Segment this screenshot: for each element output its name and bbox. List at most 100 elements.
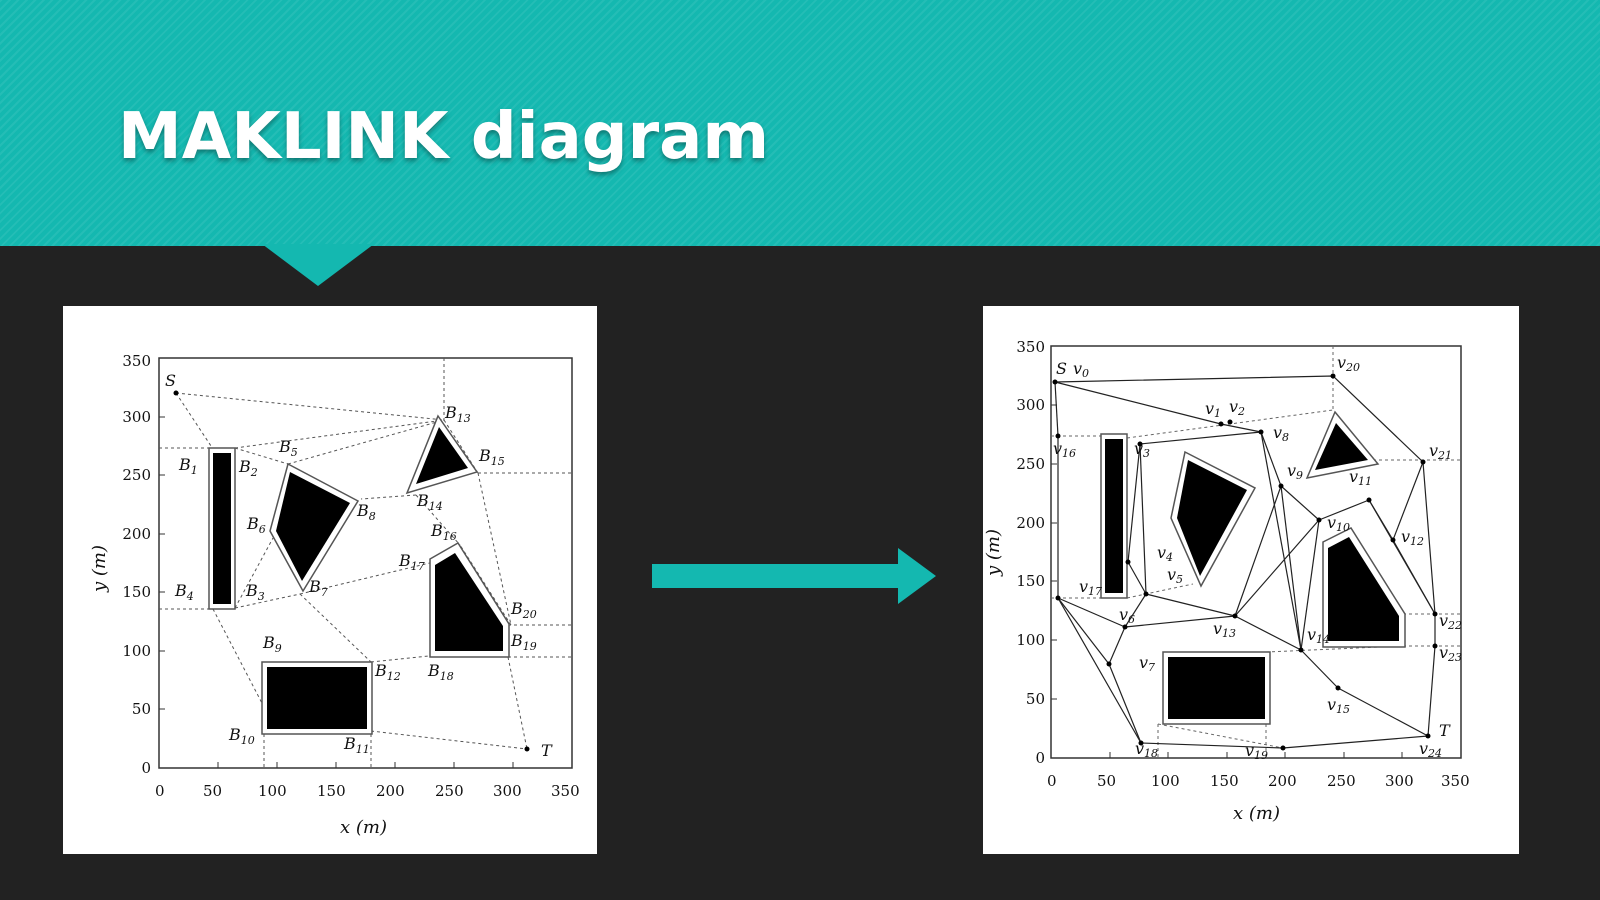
node-label-v17: v17 bbox=[1079, 577, 1102, 598]
right-graph-edges bbox=[1054, 375, 1436, 749]
right-obstacle-rect-wide-core bbox=[1168, 657, 1265, 719]
maklink-graph-diagram: 0 50 100 150 200 250 300 350 0 50 100 15… bbox=[983, 306, 1519, 854]
arrow-right-icon bbox=[652, 548, 936, 604]
left-obstacle-rect-wide-core bbox=[267, 667, 367, 729]
vertex-label-b4: B4 bbox=[174, 581, 194, 603]
transform-arrow bbox=[652, 548, 938, 608]
vertex-label-b15: B15 bbox=[478, 446, 505, 468]
vertex-label-b13: B13 bbox=[444, 403, 471, 425]
left-start-label: S bbox=[165, 371, 176, 390]
vertex-label-b3: B3 bbox=[245, 581, 265, 603]
vertex-label-b18: B18 bbox=[427, 661, 454, 683]
left-obstacle-rect-tall-core bbox=[213, 453, 231, 604]
vertex-label-b10: B10 bbox=[228, 725, 255, 747]
left-diagram-svg: 0 50 100 150 200 250 300 350 0 50 100 15… bbox=[89, 352, 580, 838]
svg-text:50: 50 bbox=[203, 782, 222, 800]
node-label-v6: v6 bbox=[1119, 605, 1135, 626]
left-obstacle-triangle-core bbox=[416, 427, 468, 484]
node-label-v12: v12 bbox=[1401, 527, 1424, 548]
right-plot-frame bbox=[1050, 345, 1462, 759]
vertex-label-b6: B6 bbox=[246, 514, 266, 536]
node-label-v2: v2 bbox=[1229, 397, 1245, 418]
slide-title: MAKLINK diagram bbox=[118, 100, 770, 174]
node-label-v9: v9 bbox=[1287, 461, 1303, 482]
node-label-v11: v11 bbox=[1349, 467, 1372, 488]
svg-text:150: 150 bbox=[122, 583, 151, 601]
svg-text:350: 350 bbox=[122, 352, 151, 370]
vertex-label-b1: B1 bbox=[178, 455, 198, 477]
left-target-point bbox=[524, 746, 530, 752]
header-notch bbox=[262, 244, 374, 286]
vertex-label-b12: B12 bbox=[374, 661, 401, 683]
vertex-label-b8: B8 bbox=[356, 501, 376, 523]
svg-text:200: 200 bbox=[122, 525, 151, 543]
svg-text:350: 350 bbox=[1441, 772, 1470, 790]
node-label-v14: v14 bbox=[1307, 625, 1330, 646]
svg-text:200: 200 bbox=[376, 782, 405, 800]
left-target-label: T bbox=[541, 741, 553, 760]
right-obstacle-quad-core bbox=[1177, 460, 1247, 576]
node-label-v16: v16 bbox=[1053, 439, 1076, 460]
svg-text:100: 100 bbox=[122, 642, 151, 660]
node-label-v13: v13 bbox=[1213, 619, 1236, 640]
svg-text:300: 300 bbox=[493, 782, 522, 800]
left-obstacle-pentagon-core bbox=[435, 553, 503, 651]
vertex-label-b5: B5 bbox=[278, 437, 298, 459]
vertex-label-b20: B20 bbox=[510, 599, 537, 621]
svg-text:200: 200 bbox=[1016, 514, 1045, 532]
node-label-v0: v0 bbox=[1073, 359, 1089, 380]
node-label-v24: v24 bbox=[1419, 739, 1442, 760]
svg-text:200: 200 bbox=[1268, 772, 1297, 790]
svg-text:50: 50 bbox=[1097, 772, 1116, 790]
svg-text:50: 50 bbox=[132, 700, 151, 718]
svg-text:100: 100 bbox=[1016, 631, 1045, 649]
svg-text:250: 250 bbox=[1016, 455, 1045, 473]
node-label-v22: v22 bbox=[1439, 611, 1462, 632]
left-plot-frame bbox=[158, 357, 573, 769]
node-label-v18: v18 bbox=[1135, 739, 1158, 760]
right-obstacle-rect-tall-core bbox=[1105, 439, 1123, 593]
node-label-v8: v8 bbox=[1273, 423, 1289, 444]
svg-text:300: 300 bbox=[122, 408, 151, 426]
vertex-label-b11: B11 bbox=[343, 734, 370, 756]
left-y-tick-labels: 0 50 100 150 200 250 300 350 bbox=[122, 352, 151, 777]
svg-text:250: 250 bbox=[435, 782, 464, 800]
svg-text:100: 100 bbox=[1151, 772, 1180, 790]
vertex-label-b9: B9 bbox=[262, 633, 282, 655]
node-label-v1: v1 bbox=[1205, 399, 1221, 420]
right-y-axis-label: y (m) bbox=[983, 529, 1004, 577]
maklink-obstacle-diagram: 0 50 100 150 200 250 300 350 0 50 100 15… bbox=[63, 306, 597, 854]
vertex-label-b7: B7 bbox=[308, 577, 328, 599]
right-x-tick-labels: 0 50 100 150 200 250 300 350 bbox=[1047, 772, 1470, 790]
svg-text:50: 50 bbox=[1026, 690, 1045, 708]
svg-text:0: 0 bbox=[155, 782, 165, 800]
vertex-label-b16: B16 bbox=[430, 521, 457, 543]
node-label-v10: v10 bbox=[1327, 513, 1350, 534]
svg-text:350: 350 bbox=[1016, 338, 1045, 356]
node-label-v15: v15 bbox=[1327, 695, 1350, 716]
right-obstacle-triangle-core bbox=[1315, 423, 1368, 470]
svg-text:150: 150 bbox=[1016, 572, 1045, 590]
vertex-label-b19: B19 bbox=[510, 631, 537, 653]
svg-text:100: 100 bbox=[258, 782, 287, 800]
left-obstacle-quad-core bbox=[276, 472, 350, 581]
svg-text:250: 250 bbox=[1327, 772, 1356, 790]
svg-text:150: 150 bbox=[317, 782, 346, 800]
right-obstacle-pentagon-core bbox=[1328, 537, 1399, 641]
node-label-v4: v4 bbox=[1157, 543, 1173, 564]
right-node-labels: v0 v1 v2 v3 v4 v5 v6 v7 v8 v9 v10 v11 v1… bbox=[1053, 353, 1462, 762]
node-label-v19: v19 bbox=[1245, 741, 1268, 762]
left-x-tick-labels: 0 50 100 150 200 250 300 350 bbox=[155, 782, 580, 800]
right-graph-node-dots bbox=[1052, 373, 1438, 751]
svg-text:350: 350 bbox=[551, 782, 580, 800]
right-y-tick-labels: 0 50 100 150 200 250 300 350 bbox=[1016, 338, 1045, 767]
svg-text:0: 0 bbox=[141, 759, 151, 777]
vertex-label-b14: B14 bbox=[416, 491, 443, 513]
vertex-label-b17: B17 bbox=[398, 551, 425, 573]
left-y-axis-label: y (m) bbox=[89, 545, 110, 593]
right-x-axis-label: x (m) bbox=[1233, 803, 1280, 824]
node-label-v5: v5 bbox=[1167, 565, 1183, 586]
svg-text:300: 300 bbox=[1016, 396, 1045, 414]
svg-text:150: 150 bbox=[1210, 772, 1239, 790]
node-label-v20: v20 bbox=[1337, 353, 1360, 374]
